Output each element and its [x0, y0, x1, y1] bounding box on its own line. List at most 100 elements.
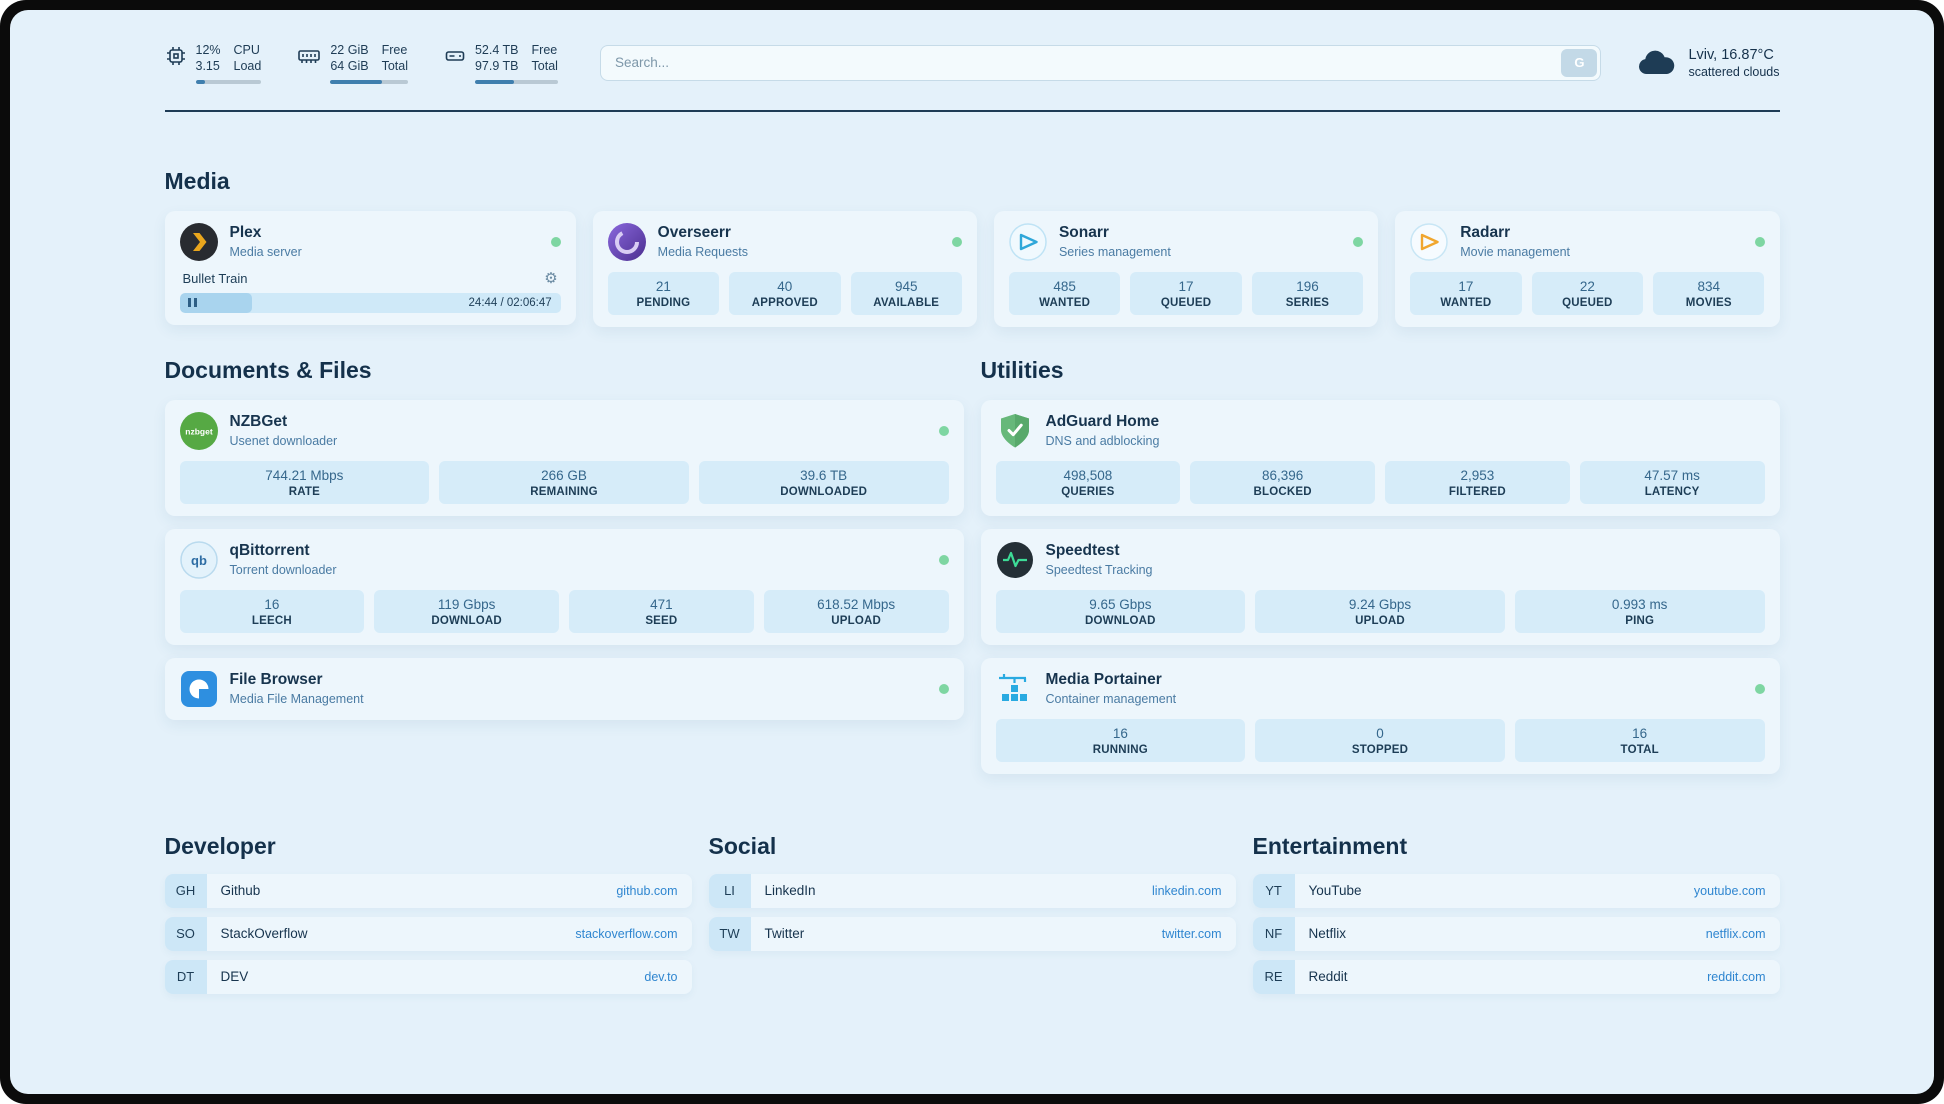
- bookmark-abbr: GH: [164, 873, 207, 908]
- now-playing-title: Bullet Train: [182, 270, 248, 286]
- status-dot: [938, 554, 949, 565]
- section-title-utilities: Utilities: [980, 356, 1064, 383]
- stats-row: 21 PENDING 40 APPROVED 945 AVAILABLE: [607, 271, 962, 315]
- bookmark-twitter[interactable]: TW Twitter twitter.com: [708, 916, 1236, 951]
- app-name: AdGuard Home: [1045, 413, 1160, 430]
- utilities-column: Utilities AdGuard Home DNS and adblockin…: [980, 327, 1780, 787]
- stats-row: 16 RUNNING 0 STOPPED 16 TOTAL: [995, 718, 1765, 762]
- app-card-adguard[interactable]: AdGuard Home DNS and adblocking 498,508 …: [980, 399, 1780, 516]
- app-card-overseerr[interactable]: Overseerr Media Requests 21 PENDING 40 A…: [592, 210, 977, 327]
- playback-progress-bar[interactable]: 24:44 / 02:06:47: [179, 292, 561, 313]
- bookmark-stackoverflow[interactable]: SO StackOverflow stackoverflow.com: [164, 916, 692, 951]
- app-card-sonarr[interactable]: Sonarr Series management 485 WANTED 17 Q…: [993, 210, 1379, 327]
- bookmark-reddit[interactable]: RE Reddit reddit.com: [1252, 959, 1780, 994]
- pause-icon[interactable]: [187, 298, 197, 307]
- app-card-qbittorrent[interactable]: qb qBittorrent Torrent downloader 16 LEE…: [164, 528, 964, 645]
- bookmark-name: Netflix: [1308, 926, 1347, 941]
- bookmark-abbr: DT: [164, 959, 207, 994]
- app-card-nzbget[interactable]: nzbget NZBGet Usenet downloader 744.21 M…: [164, 399, 964, 516]
- app-card-speedtest[interactable]: Speedtest Speedtest Tracking 9.65 Gbps D…: [980, 528, 1780, 645]
- app-card-radarr[interactable]: Radarr Movie management 17 WANTED 22 QUE…: [1395, 210, 1780, 327]
- status-dot: [1353, 236, 1364, 247]
- stat-box: 744.21 Mbps RATE: [179, 460, 430, 504]
- stat-box: 119 Gbps DOWNLOAD: [374, 589, 559, 633]
- bookmarks-entertainment: Entertainment YT YouTube youtube.com NF …: [1252, 787, 1780, 1003]
- bookmark-name: StackOverflow: [220, 926, 308, 941]
- search-provider-button[interactable]: G: [1561, 48, 1598, 77]
- stat-box: 17 WANTED: [1410, 271, 1522, 315]
- playback-time: 24:44 / 02:06:47: [468, 296, 552, 309]
- bookmarks-developer: Developer GH Github github.com SO StackO…: [164, 787, 692, 1003]
- search-input[interactable]: [599, 44, 1602, 81]
- documents-column: Documents & Files nzbget NZBGet Usenet d…: [164, 327, 964, 733]
- bookmark-abbr: RE: [1252, 959, 1295, 994]
- stat-box: 40 APPROVED: [729, 271, 841, 315]
- app-name: File Browser: [229, 671, 323, 688]
- bookmarks-social: Social LI LinkedIn linkedin.com TW Twitt…: [708, 787, 1236, 960]
- stat-box: 16 RUNNING: [995, 718, 1246, 762]
- stat-box: 9.24 Gbps UPLOAD: [1255, 589, 1505, 633]
- status-dot: [1754, 236, 1765, 247]
- bookmark-link[interactable]: twitter.com: [1161, 926, 1222, 941]
- bookmarks-grid: Developer GH Github github.com SO StackO…: [164, 787, 1780, 1051]
- search-bar: G: [599, 44, 1602, 81]
- bookmark-link[interactable]: netflix.com: [1705, 926, 1766, 941]
- bookmark-link[interactable]: dev.to: [644, 969, 678, 984]
- bookmark-abbr: NF: [1252, 916, 1295, 951]
- app-card-plex[interactable]: Plex Media server Bullet Train ⚙ 24:44 /…: [164, 210, 576, 325]
- stat-box: 266 GB REMAINING: [439, 460, 689, 504]
- bookmark-link[interactable]: reddit.com: [1707, 969, 1766, 984]
- app-description: Torrent downloader: [229, 563, 337, 577]
- cloud-icon: [1635, 48, 1677, 78]
- bookmark-netflix[interactable]: NF Netflix netflix.com: [1252, 916, 1780, 951]
- bookmark-dev[interactable]: DT DEV dev.to: [164, 959, 692, 994]
- cpu-progress-bar: [195, 79, 262, 84]
- cpu-labels: CPU Load: [233, 43, 262, 74]
- section-title-social: Social: [708, 832, 777, 859]
- app-description: Media File Management: [229, 692, 364, 706]
- filebrowser-icon: [180, 670, 218, 708]
- disk-values: 52.4 TB 97.9 TB: [474, 43, 519, 74]
- overseerr-icon: [607, 222, 646, 261]
- cpu-values: 12% 3.15: [195, 43, 221, 74]
- bookmark-link[interactable]: linkedin.com: [1152, 883, 1222, 898]
- bookmark-name: DEV: [220, 969, 249, 984]
- status-dot: [550, 236, 561, 247]
- bookmark-youtube[interactable]: YT YouTube youtube.com: [1252, 873, 1780, 908]
- weather-widget: Lviv, 16.87°C scattered clouds: [1635, 47, 1780, 79]
- section-title-documents: Documents & Files: [164, 356, 372, 383]
- app-name: Media Portainer: [1045, 671, 1162, 688]
- nzbget-icon: nzbget: [179, 411, 218, 450]
- disk-labels: Free Total: [531, 43, 558, 74]
- app-card-portainer[interactable]: Media Portainer Container management 16 …: [980, 657, 1780, 774]
- disk-progress-bar: [474, 79, 558, 84]
- disk-icon: [444, 45, 466, 67]
- bookmark-link[interactable]: github.com: [616, 883, 678, 898]
- stat-box: 47.57 ms LATENCY: [1579, 460, 1765, 504]
- app-card-filebrowser[interactable]: File Browser Media File Management: [164, 657, 964, 720]
- stat-box: 485 WANTED: [1008, 271, 1121, 315]
- sonarr-icon: [1009, 222, 1047, 261]
- app-description: DNS and adblocking: [1045, 434, 1160, 448]
- stat-box: 16 LEECH: [179, 589, 365, 633]
- topbar-divider: [164, 109, 1780, 112]
- bookmark-name: YouTube: [1308, 883, 1362, 898]
- app-description: Media Requests: [657, 245, 748, 259]
- system-widgets: 12% 3.15 CPU Load: [165, 42, 558, 84]
- bookmark-link[interactable]: stackoverflow.com: [575, 926, 678, 941]
- radarr-icon: [1410, 222, 1448, 261]
- bookmark-name: Github: [220, 883, 261, 898]
- stat-box: 39.6 TB DOWNLOADED: [698, 460, 949, 504]
- cpu-widget: 12% 3.15 CPU Load: [165, 42, 262, 84]
- bookmark-abbr: YT: [1252, 873, 1295, 908]
- stats-row: 498,508 QUERIES 86,396 BLOCKED 2,953 FIL…: [995, 460, 1765, 504]
- stats-row: 9.65 Gbps DOWNLOAD 9.24 Gbps UPLOAD 0.99…: [995, 589, 1765, 633]
- svg-text:nzbget: nzbget: [185, 426, 213, 436]
- stat-box: 0.993 ms PING: [1514, 589, 1765, 633]
- bookmark-link[interactable]: youtube.com: [1693, 883, 1766, 898]
- bookmark-name: Reddit: [1308, 969, 1348, 984]
- bookmark-github[interactable]: GH Github github.com: [164, 873, 692, 908]
- bookmark-linkedin[interactable]: LI LinkedIn linkedin.com: [708, 873, 1236, 908]
- status-dot: [938, 683, 949, 694]
- gear-icon[interactable]: ⚙: [544, 269, 558, 287]
